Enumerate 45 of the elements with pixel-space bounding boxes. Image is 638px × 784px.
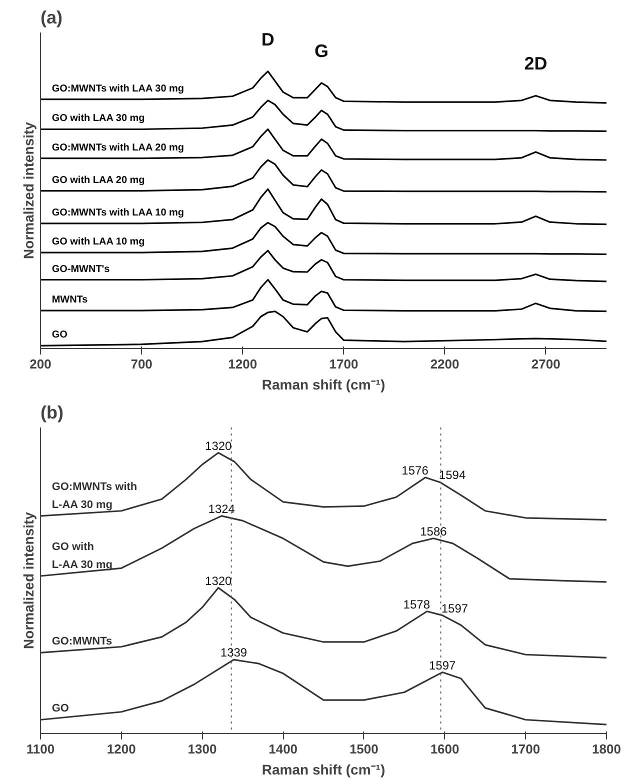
series-label: GO:MWNTs with L-AA 30 mg xyxy=(52,480,138,511)
annotation: 2D xyxy=(524,54,548,74)
annotation: 1320 xyxy=(205,438,232,453)
series-label: GO:MWNTs with LAA 10 mg xyxy=(52,207,184,218)
annotation: 1320 xyxy=(205,574,232,588)
x-tick-label: 1600 xyxy=(430,742,460,756)
annotation: 1576 xyxy=(402,463,429,478)
annotation: 1594 xyxy=(438,468,466,482)
x-tick-label: 700 xyxy=(130,356,152,372)
x-axis-title: Raman shift (cm⁻¹) xyxy=(262,762,386,778)
x-tick-label: 1100 xyxy=(26,742,55,756)
annotation: 1339 xyxy=(220,646,248,660)
series-label: GO:MWNTs with LAA 30 mg xyxy=(52,83,184,94)
series-label: GO xyxy=(52,702,70,715)
chart-title: (b) xyxy=(40,402,64,422)
x-tick-label: 1400 xyxy=(268,742,298,756)
x-tick-label: 1300 xyxy=(188,742,217,756)
x-tick-label: 200 xyxy=(30,356,52,372)
annotation: 1324 xyxy=(208,502,236,516)
series-label: MWNTs xyxy=(52,294,88,306)
series-label: GO with LAA 10 mg xyxy=(52,236,145,248)
x-tick-label: 1200 xyxy=(106,742,136,756)
annotation: 1586 xyxy=(420,524,448,538)
x-tick-label: 1700 xyxy=(511,742,540,756)
y-axis-title: Normalized intensity xyxy=(20,122,36,259)
annotation: 1578 xyxy=(403,597,430,612)
x-axis-title: Raman shift (cm⁻¹) xyxy=(262,376,386,392)
x-tick-label: 2700 xyxy=(531,356,560,372)
annotation: 1597 xyxy=(429,658,456,672)
series-label: GO with LAA 20 mg xyxy=(52,174,145,186)
chart-title: (a) xyxy=(40,8,63,28)
x-tick-label: 1500 xyxy=(349,742,378,756)
series-label: GO:MWNTs with LAA 20 mg xyxy=(52,142,184,154)
annotation: G xyxy=(314,40,328,61)
annotation: D xyxy=(261,29,274,50)
series-label: GO xyxy=(52,330,68,341)
x-tick-label: 2200 xyxy=(430,356,460,372)
x-tick-label: 1800 xyxy=(592,742,621,756)
x-tick-label: 1200 xyxy=(228,356,258,372)
series-label: GO with LAA 30 mg xyxy=(52,113,145,124)
x-tick-label: 1700 xyxy=(329,356,358,372)
series-label: GO:MWNTs xyxy=(52,636,112,648)
y-axis-title: Normalized intensity xyxy=(20,512,36,649)
series-label: GO-MWNT's xyxy=(52,264,110,275)
annotation: 1597 xyxy=(441,601,468,616)
